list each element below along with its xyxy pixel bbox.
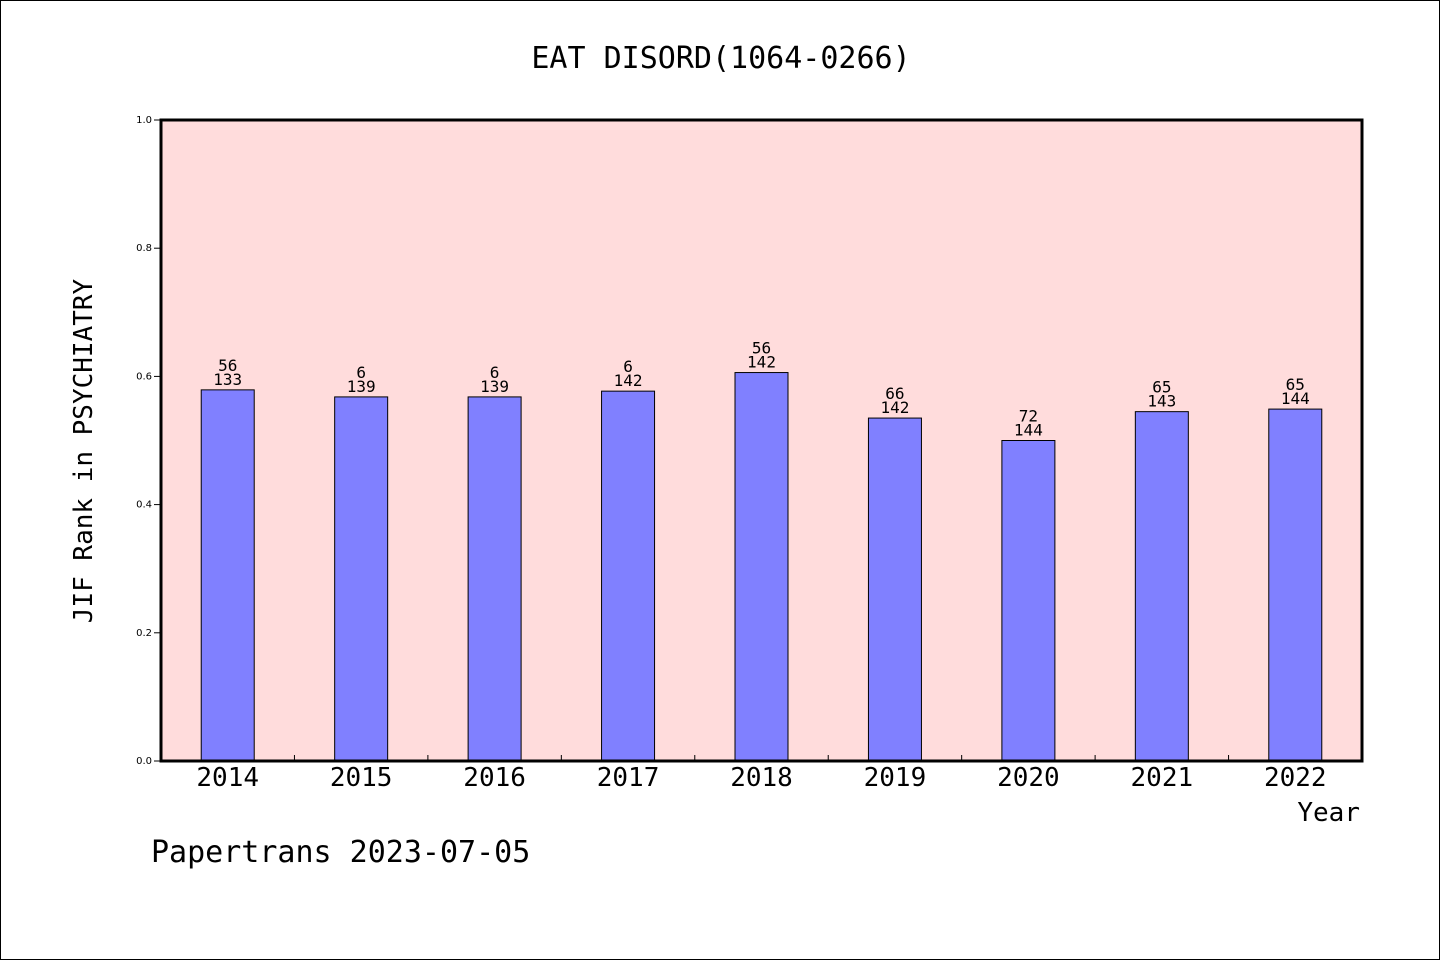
y-tick-label: 1.0 (136, 115, 152, 126)
bars (200, 372, 1323, 762)
bar-rank-label: 56 (752, 339, 771, 358)
bar-rank-label: 56 (218, 356, 237, 375)
x-tick-label: 2016 (463, 763, 526, 793)
y-tick-label: 0.2 (136, 628, 152, 639)
bar-2016 (467, 396, 522, 762)
y-axis: 0.0 0.2 0.4 0.6 0.8 1.0 (136, 115, 161, 767)
bar-total-label: 144 (1281, 389, 1310, 408)
bar-2014 (200, 389, 255, 762)
bar-total-label: 142 (614, 371, 643, 390)
y-axis-label: JIF Rank in PSYCHIATRY (69, 278, 99, 623)
bar-total-label: 139 (480, 377, 509, 396)
x-tick-label: 2017 (597, 763, 660, 793)
x-tick-label: 2015 (330, 763, 393, 793)
bar-total-label: 143 (1147, 392, 1176, 411)
bar-rank-label: 66 (885, 384, 904, 403)
x-axis: 2014 2015 2016 2017 2018 2019 2020 2021 2022 (196, 755, 1327, 793)
y-tick-label: 0.6 (136, 371, 152, 382)
bar-rank-label: 6 (356, 363, 366, 382)
y-tick-label: 0.0 (136, 756, 152, 767)
bar-rank-label: 6 (490, 363, 500, 382)
chart-title: EAT DISORD(1064-0266) (531, 41, 910, 76)
bar-total-label: 142 (880, 398, 909, 417)
bar-total-label: 144 (1014, 421, 1043, 440)
plot-frame (159, 118, 1364, 763)
x-tick-label: 2014 (196, 763, 259, 793)
bar-total-label: 139 (347, 377, 376, 396)
y-tick-label: 0.4 (136, 500, 152, 511)
bar-2020 (1001, 440, 1056, 762)
bar-rank-label: 6 (623, 357, 633, 376)
footer-text: Papertrans 2023-07-05 (151, 835, 531, 870)
bar-total-label: 142 (747, 353, 776, 372)
bar-2021 (1134, 411, 1189, 762)
bar-2019 (867, 417, 922, 762)
x-axis-label: Year (1297, 798, 1360, 828)
bar-rank-label: 65 (1286, 375, 1305, 394)
x-tick-label: 2019 (864, 763, 927, 793)
bar-2017 (601, 390, 656, 762)
x-tick-label: 2021 (1131, 763, 1194, 793)
y-tick-label: 0.8 (136, 243, 152, 254)
bar-rank-label: 65 (1152, 378, 1171, 397)
bar-2022 (1268, 408, 1323, 762)
bar-2018 (734, 372, 789, 762)
bar-2015 (334, 396, 389, 762)
x-tick-label: 2022 (1264, 763, 1327, 793)
bar-rank-label: 72 (1019, 407, 1038, 426)
bar-total-label: 133 (213, 370, 242, 389)
x-tick-label: 2018 (730, 763, 793, 793)
x-tick-label: 2020 (997, 763, 1060, 793)
